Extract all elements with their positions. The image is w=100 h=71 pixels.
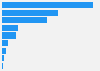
Bar [2, 10, 58, 16]
Bar [2, 40, 8, 46]
Bar [2, 48, 6, 54]
Bar [2, 63, 3, 69]
Bar [2, 17, 47, 23]
Bar [2, 2, 93, 8]
Bar [2, 32, 16, 39]
Bar [2, 55, 4, 61]
Bar [2, 25, 18, 31]
